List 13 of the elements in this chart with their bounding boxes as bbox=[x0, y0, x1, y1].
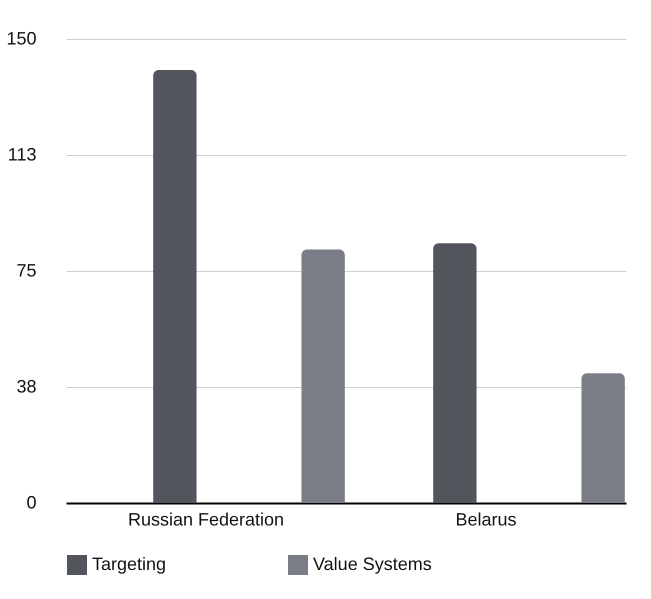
y-tick-label: 75 bbox=[16, 260, 36, 280]
y-tick-label: 38 bbox=[16, 376, 36, 396]
bar bbox=[301, 249, 345, 503]
legend-label: Targeting bbox=[92, 554, 166, 574]
y-tick-label: 113 bbox=[8, 144, 36, 164]
y-tick-label: 0 bbox=[26, 492, 36, 512]
x-tick-label: Belarus bbox=[455, 510, 517, 530]
legend-label: Value Systems bbox=[313, 554, 432, 574]
bar bbox=[581, 373, 625, 503]
bar bbox=[153, 70, 197, 503]
y-tick-label: 150 bbox=[6, 28, 36, 48]
bar bbox=[433, 243, 477, 503]
x-tick-label: Russian Federation bbox=[128, 510, 284, 530]
